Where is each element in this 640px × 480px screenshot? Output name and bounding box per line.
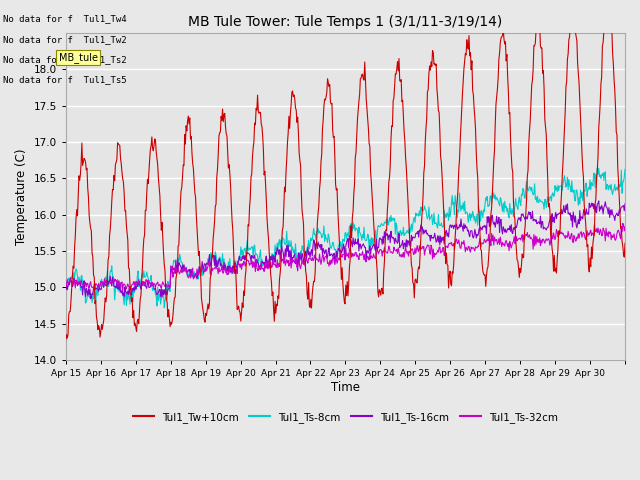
- Text: MB_tule: MB_tule: [59, 52, 98, 63]
- Text: No data for f  Tul1_Ts2: No data for f Tul1_Ts2: [3, 55, 127, 64]
- Legend: Tul1_Tw+10cm, Tul1_Ts-8cm, Tul1_Ts-16cm, Tul1_Ts-32cm: Tul1_Tw+10cm, Tul1_Ts-8cm, Tul1_Ts-16cm,…: [129, 408, 562, 427]
- Title: MB Tule Tower: Tule Temps 1 (3/1/11-3/19/14): MB Tule Tower: Tule Temps 1 (3/1/11-3/19…: [188, 15, 502, 29]
- X-axis label: Time: Time: [331, 381, 360, 394]
- Text: No data for f  Tul1_Ts5: No data for f Tul1_Ts5: [3, 75, 127, 84]
- Text: No data for f  Tul1_Tw4: No data for f Tul1_Tw4: [3, 14, 127, 24]
- Text: No data for f  Tul1_Tw2: No data for f Tul1_Tw2: [3, 35, 127, 44]
- Y-axis label: Temperature (C): Temperature (C): [15, 148, 28, 245]
